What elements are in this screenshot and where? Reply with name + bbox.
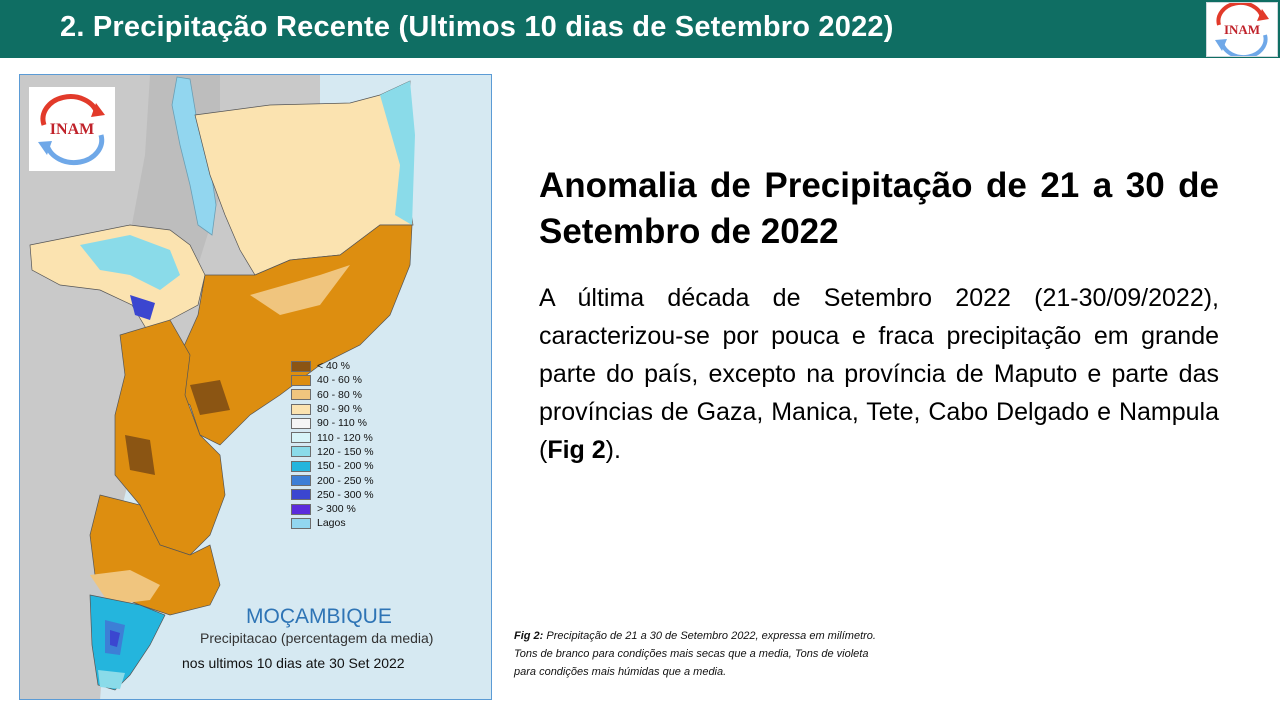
- legend-label: < 40 %: [317, 360, 350, 373]
- legend-swatch: [291, 389, 311, 401]
- legend-swatch: [291, 489, 311, 501]
- legend-label: 250 - 300 %: [317, 488, 374, 501]
- legend-swatch: [291, 503, 311, 515]
- legend-label: 150 - 200 %: [317, 460, 374, 473]
- caption-line-1: Fig 2: Precipitação de 21 a 30 de Setemb…: [514, 627, 974, 645]
- map-legend: < 40 % 40 - 60 % 60 - 80 % 80 - 90 % 90 - 11…: [291, 359, 374, 531]
- legend-swatch: [291, 446, 311, 458]
- legend-label: 110 - 120 %: [317, 431, 373, 444]
- section-body: A última década de Setembro 2022 (21-30/…: [539, 279, 1219, 469]
- map-inam-logo: INAM: [29, 87, 115, 171]
- legend-swatch: [291, 374, 311, 386]
- legend-item: 60 - 80 %: [291, 388, 374, 402]
- caption-line-2: Tons de branco para condições mais secas…: [514, 648, 869, 660]
- legend-item: Lagos: [291, 516, 374, 530]
- legend-swatch: [291, 432, 311, 444]
- legend-item: 90 - 110 %: [291, 416, 374, 430]
- legend-swatch: [291, 403, 311, 415]
- map-country-name: MOÇAMBIQUE: [246, 605, 392, 628]
- legend-label: 40 - 60 %: [317, 374, 362, 387]
- legend-label: 80 - 90 %: [317, 403, 362, 416]
- header-bar: 2. Precipitação Recente (Ultimos 10 dias…: [0, 0, 1280, 60]
- legend-item: < 40 %: [291, 359, 374, 373]
- legend-item: 110 - 120 %: [291, 430, 374, 444]
- legend-item: 120 - 150 %: [291, 445, 374, 459]
- inam-logo-text: INAM: [1224, 22, 1260, 37]
- body-end: ).: [605, 436, 621, 464]
- legend-swatch: [291, 460, 311, 472]
- body-text: A última década de Setembro 2022 (21-30/…: [539, 284, 1219, 464]
- slide-title: 2. Precipitação Recente (Ultimos 10 dias…: [60, 11, 894, 43]
- legend-item: 200 - 250 %: [291, 473, 374, 487]
- legend-swatch: [291, 517, 311, 529]
- legend-item: 150 - 200 %: [291, 459, 374, 473]
- caption-line-1-text: Precipitação de 21 a 30 de Setembro 2022…: [543, 630, 876, 642]
- figure-caption: Fig 2: Precipitação de 21 a 30 de Setemb…: [514, 627, 974, 681]
- legend-item: > 300 %: [291, 502, 374, 516]
- body-figure-ref: Fig 2: [547, 436, 606, 464]
- map-subtitle: Precipitacao (percentagem da media): [200, 630, 434, 646]
- map-logo-text: INAM: [50, 121, 94, 138]
- legend-label: 90 - 110 %: [317, 417, 368, 430]
- legend-item: 80 - 90 %: [291, 402, 374, 416]
- precipitation-map: INAM < 40 % 40 - 60 % 60 - 80 % 80 - 90 % 90…: [19, 74, 492, 700]
- legend-swatch: [291, 475, 311, 487]
- legend-item: 250 - 300 %: [291, 488, 374, 502]
- caption-label: Fig 2:: [514, 630, 544, 642]
- legend-swatch: [291, 417, 311, 429]
- legend-label: 200 - 250 %: [317, 474, 374, 487]
- caption-line-3: para condições mais húmidas que a media.: [514, 666, 727, 678]
- legend-label: 60 - 80 %: [317, 388, 362, 401]
- legend-item: 40 - 60 %: [291, 373, 374, 387]
- section-title: Anomalia de Precipitação de 21 a 30 de S…: [539, 166, 1219, 251]
- inam-logo: INAM: [1206, 0, 1278, 60]
- legend-swatch: [291, 360, 311, 372]
- map-graphic: [20, 75, 491, 699]
- legend-label: > 300 %: [317, 503, 356, 516]
- legend-label: 120 - 150 %: [317, 445, 374, 458]
- map-period: nos ultimos 10 dias ate 30 Set 2022: [182, 655, 405, 671]
- legend-label: Lagos: [317, 517, 346, 530]
